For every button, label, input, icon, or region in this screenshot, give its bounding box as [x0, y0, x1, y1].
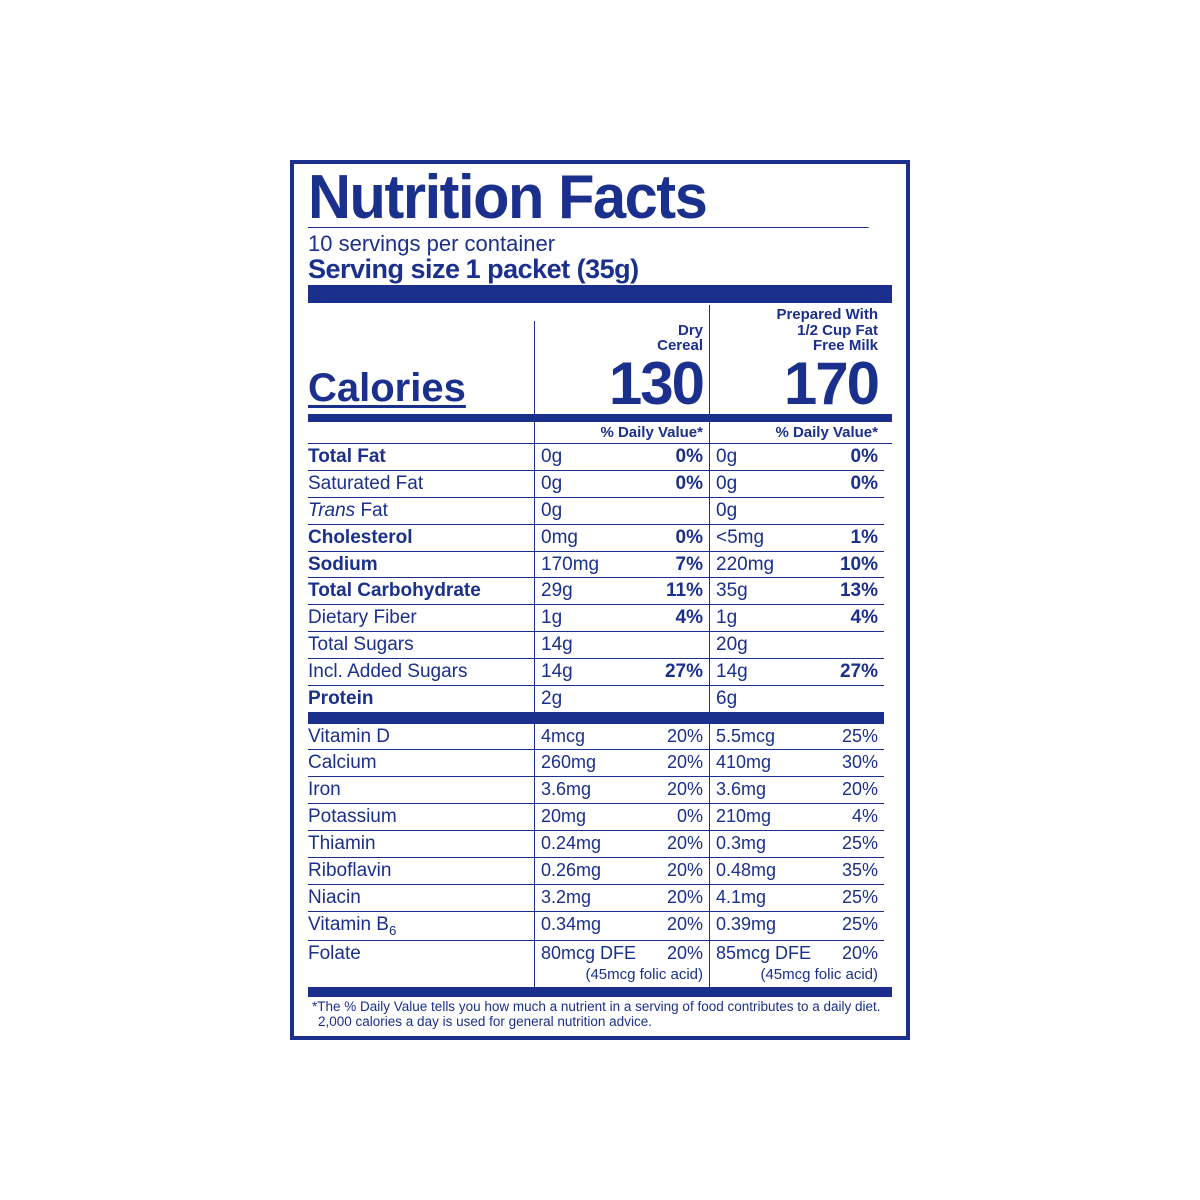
vitamin-value: 3.2mg20% [534, 885, 709, 912]
vitamin-row: Vitamin B60.34mg20%0.39mg25% [308, 912, 892, 941]
nutrient-row: Trans Fat0g0g [308, 498, 892, 525]
dv-header-2: % Daily Value* [709, 422, 884, 443]
vitamin-value: 0.34mg20% [534, 912, 709, 941]
nutrient-value: 2g [534, 686, 709, 712]
nutrient-label: Incl. Added Sugars [308, 659, 534, 686]
nutrient-value: <5mg1% [709, 525, 884, 552]
nutrient-label: Trans Fat [308, 498, 534, 525]
nutrient-row: Total Fat0g0%0g0% [308, 444, 892, 471]
vitamin-label: Vitamin B6 [308, 912, 534, 941]
vitamin-value: 0.3mg25% [709, 831, 884, 858]
serving-size-label: Serving size [308, 254, 460, 284]
nutrient-label: Sodium [308, 552, 534, 579]
nutrient-value: 0g0% [534, 444, 709, 471]
vitamin-row: Potassium20mg0%210mg4% [308, 804, 892, 831]
nutrient-label: Dietary Fiber [308, 605, 534, 632]
vitamin-value: 0.24mg20% [534, 831, 709, 858]
col-header-prepared: Prepared With 1/2 Cup Fat Free Milk [776, 307, 878, 354]
vitamin-label: Calcium [308, 750, 534, 777]
calories-prepared: 170 [784, 354, 878, 414]
nutrient-value: 220mg10% [709, 552, 884, 579]
vitamin-row: Vitamin D4mcg20%5.5mcg25% [308, 724, 892, 751]
nutrient-row: Saturated Fat0g0%0g0% [308, 471, 892, 498]
nutrient-label: Total Sugars [308, 632, 534, 659]
nutrient-label: Total Fat [308, 444, 534, 471]
nutrient-row: Dietary Fiber1g4%1g4% [308, 605, 892, 632]
vitamin-subline: (45mcg folic acid)(45mcg folic acid) [308, 966, 892, 987]
nutrition-facts-label: Nutrition Facts 10 servings per containe… [290, 160, 910, 1040]
vitamin-label: Riboflavin [308, 858, 534, 885]
nutrient-value: 14g27% [534, 659, 709, 686]
nutrient-value: 1g4% [709, 605, 884, 632]
vitamin-value: 0.39mg25% [709, 912, 884, 941]
vitamin-label: Potassium [308, 804, 534, 831]
nutrient-value: 170mg7% [534, 552, 709, 579]
vitamin-row: Folate80mcg DFE20%85mcg DFE20% [308, 941, 892, 967]
vitamin-row: Calcium260mg20%410mg30% [308, 750, 892, 777]
nutrient-label: Cholesterol [308, 525, 534, 552]
vitamin-label: Thiamin [308, 831, 534, 858]
calories-row: Calories Dry Cereal 130 Prepared With 1/… [308, 305, 892, 422]
serving-size-value: 1 packet (35g) [466, 254, 639, 284]
nutrient-row: Incl. Added Sugars14g27%14g27% [308, 659, 892, 686]
vitamin-value: 260mg20% [534, 750, 709, 777]
dv-header-1: % Daily Value* [534, 422, 709, 443]
vitamin-value: 0.48mg35% [709, 858, 884, 885]
nutrient-value: 6g [709, 686, 884, 712]
footnote: *The % Daily Value tells you how much a … [308, 997, 892, 1030]
servings-per-container: 10 servings per container [308, 232, 892, 255]
calories-dry: 130 [609, 354, 703, 414]
nutrient-value: 0g0% [534, 471, 709, 498]
section-divider [308, 712, 892, 724]
serving-size: Serving size1 packet (35g) [308, 255, 892, 303]
calories-col-prepared: Prepared With 1/2 Cup Fat Free Milk 170 [709, 305, 884, 414]
vitamin-row: Iron3.6mg20%3.6mg20% [308, 777, 892, 804]
vitamin-value: 3.6mg20% [709, 777, 884, 804]
vitamin-row: Niacin3.2mg20%4.1mg25% [308, 885, 892, 912]
nutrient-value: 0g0% [709, 444, 884, 471]
vitamin-value: 4.1mg25% [709, 885, 884, 912]
vitamin-row: Riboflavin0.26mg20%0.48mg35% [308, 858, 892, 885]
vitamin-value: 0.26mg20% [534, 858, 709, 885]
nutrient-row: Cholesterol0mg0%<5mg1% [308, 525, 892, 552]
vitamin-label: Iron [308, 777, 534, 804]
nutrient-label: Total Carbohydrate [308, 578, 534, 605]
nutrient-value: 0g [709, 498, 884, 525]
nutrient-value: 20g [709, 632, 884, 659]
vitamin-value: 20mg0% [534, 804, 709, 831]
nutrient-value: 0mg0% [534, 525, 709, 552]
vitamin-row: Thiamin0.24mg20%0.3mg25% [308, 831, 892, 858]
nutrient-value: 1g4% [534, 605, 709, 632]
vitamin-section: Vitamin D4mcg20%5.5mcg25%Calcium260mg20%… [308, 724, 892, 988]
nutrient-label: Saturated Fat [308, 471, 534, 498]
vitamin-label: Vitamin D [308, 724, 534, 751]
vitamin-value: 4mcg20% [534, 724, 709, 751]
vitamin-label: Folate [308, 941, 534, 967]
calories-col-dry: Dry Cereal 130 [534, 321, 709, 415]
vitamin-value: 85mcg DFE20% [709, 941, 884, 967]
end-bar [308, 987, 892, 997]
calories-label: Calories [308, 368, 534, 414]
nutrient-row: Total Sugars14g20g [308, 632, 892, 659]
nutrient-row: Protein2g6g [308, 686, 892, 712]
vitamin-label: Niacin [308, 885, 534, 912]
vitamin-value: 3.6mg20% [534, 777, 709, 804]
vitamin-value: 210mg4% [709, 804, 884, 831]
nutrient-value: 14g [534, 632, 709, 659]
vitamin-value: 410mg30% [709, 750, 884, 777]
title: Nutrition Facts [308, 172, 869, 228]
nutrient-value: 14g27% [709, 659, 884, 686]
daily-value-header-row: % Daily Value* % Daily Value* [308, 422, 892, 444]
nutrient-value: 0g [534, 498, 709, 525]
nutrient-row: Total Carbohydrate29g11%35g13% [308, 578, 892, 605]
nutrient-value: 0g0% [709, 471, 884, 498]
vitamin-value: 80mcg DFE20% [534, 941, 709, 967]
nutrient-value: 29g11% [534, 578, 709, 605]
nutrient-value: 35g13% [709, 578, 884, 605]
vitamin-value: 5.5mcg25% [709, 724, 884, 751]
nutrient-section: Total Fat0g0%0g0%Saturated Fat0g0%0g0%Tr… [308, 444, 892, 711]
nutrient-label: Protein [308, 686, 534, 712]
nutrient-row: Sodium170mg7%220mg10% [308, 552, 892, 579]
